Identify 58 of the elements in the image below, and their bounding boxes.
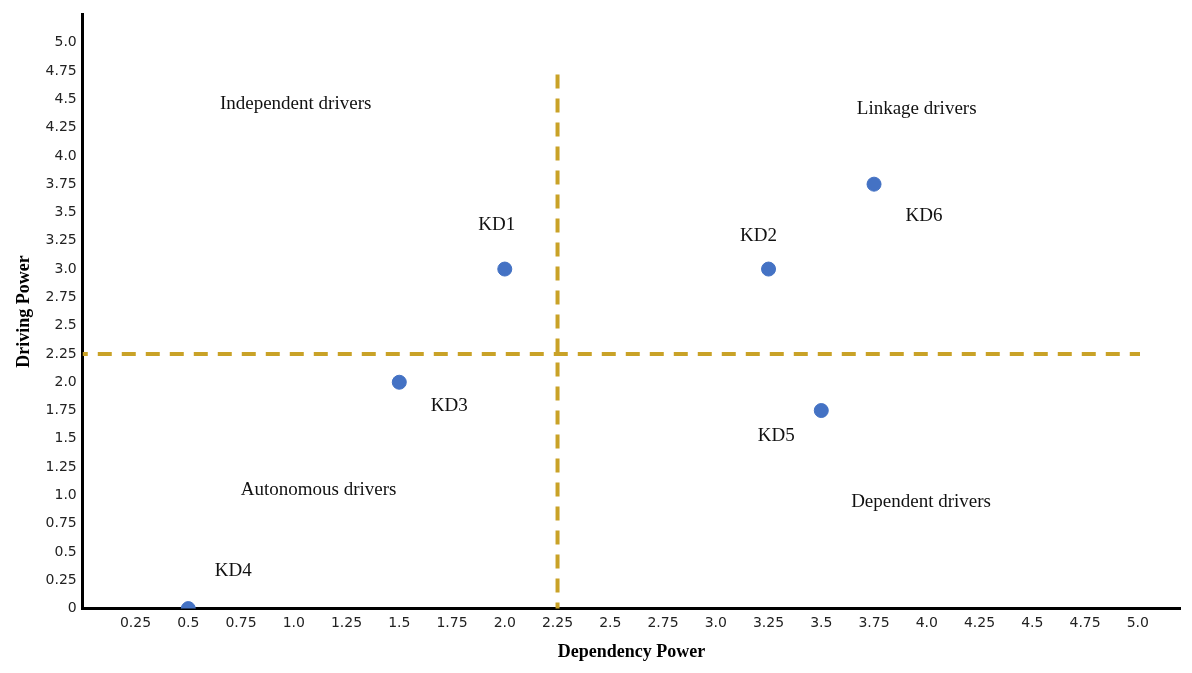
x-tick-label: 5.0 xyxy=(1126,613,1149,630)
y-tick-label: 4.25 xyxy=(45,118,77,135)
x-tick-label: 3.75 xyxy=(858,613,890,630)
series-label: KD5 xyxy=(757,423,795,445)
series-label: KD2 xyxy=(740,224,778,246)
x-tick-label: 2.5 xyxy=(599,613,622,630)
y-tick-label: 2.25 xyxy=(45,344,77,361)
series-label: KD4 xyxy=(214,558,253,580)
x-tick-label: 1.25 xyxy=(330,613,363,630)
x-tick-label: 0.5 xyxy=(177,613,200,630)
y-tick-label: 5.0 xyxy=(54,33,77,50)
y-tick-label: 3.75 xyxy=(45,174,77,191)
x-tick-label: 0.25 xyxy=(119,613,152,630)
series-label: KD1 xyxy=(478,213,516,235)
y-tick-label: 0.25 xyxy=(45,570,77,587)
y-tick-label: 0.5 xyxy=(54,542,77,559)
x-tick-label: 2.0 xyxy=(493,613,516,630)
y-tick-label: 4.75 xyxy=(45,61,77,78)
series-label: KD3 xyxy=(430,394,468,416)
y-tick-label: 1.75 xyxy=(45,401,77,418)
annotation: Independent drivers xyxy=(219,91,372,113)
y-tick-label: 3.0 xyxy=(54,259,77,276)
y-tick-label: 2.0 xyxy=(54,372,77,389)
y-tick-label: 4.5 xyxy=(54,89,77,106)
y-tick-label: 4.0 xyxy=(54,146,77,163)
annotation: Autonomous drivers xyxy=(240,477,397,499)
y-tick-label: 2.5 xyxy=(54,316,77,333)
point xyxy=(391,374,407,390)
x-tick-label: 1.0 xyxy=(282,613,305,630)
y-tick-label: 3.25 xyxy=(45,231,77,248)
y-tick-label: 2.75 xyxy=(45,287,77,304)
x-tick-label: 4.25 xyxy=(963,613,996,630)
x-tick-label: 4.0 xyxy=(915,613,938,630)
y-axis-title: Driving Power xyxy=(13,255,34,368)
y-tick-label: 1.0 xyxy=(54,486,77,503)
y-tick-label: 0 xyxy=(67,599,77,616)
x-tick-label: 1.75 xyxy=(436,613,468,630)
point xyxy=(761,261,777,277)
y-tick-label: 0.75 xyxy=(45,514,77,531)
y-tick-label: 3.5 xyxy=(54,203,77,220)
x-tick-label: 1.5 xyxy=(388,613,411,630)
point xyxy=(813,403,829,419)
y-tick-label: 1.5 xyxy=(54,429,77,446)
annotation: Dependent drivers xyxy=(851,489,991,511)
x-tick-label: 4.75 xyxy=(1069,613,1101,630)
x-tick-label: 3.0 xyxy=(704,613,727,630)
x-tick-label: 3.5 xyxy=(810,613,833,630)
x-tick-label: 3.25 xyxy=(752,613,785,630)
point xyxy=(866,176,882,192)
x-tick-label: 2.75 xyxy=(647,613,679,630)
y-tick-label: 1.25 xyxy=(45,457,77,474)
x-tick-label: 2.25 xyxy=(541,613,574,630)
x-tick-label: 4.5 xyxy=(1021,613,1044,630)
x-tick-label: 0.75 xyxy=(225,613,257,630)
point xyxy=(497,261,513,277)
annotation: Linkage drivers xyxy=(856,97,977,119)
x-axis-title: Dependency Power xyxy=(557,640,706,661)
series-label: KD6 xyxy=(905,204,943,226)
